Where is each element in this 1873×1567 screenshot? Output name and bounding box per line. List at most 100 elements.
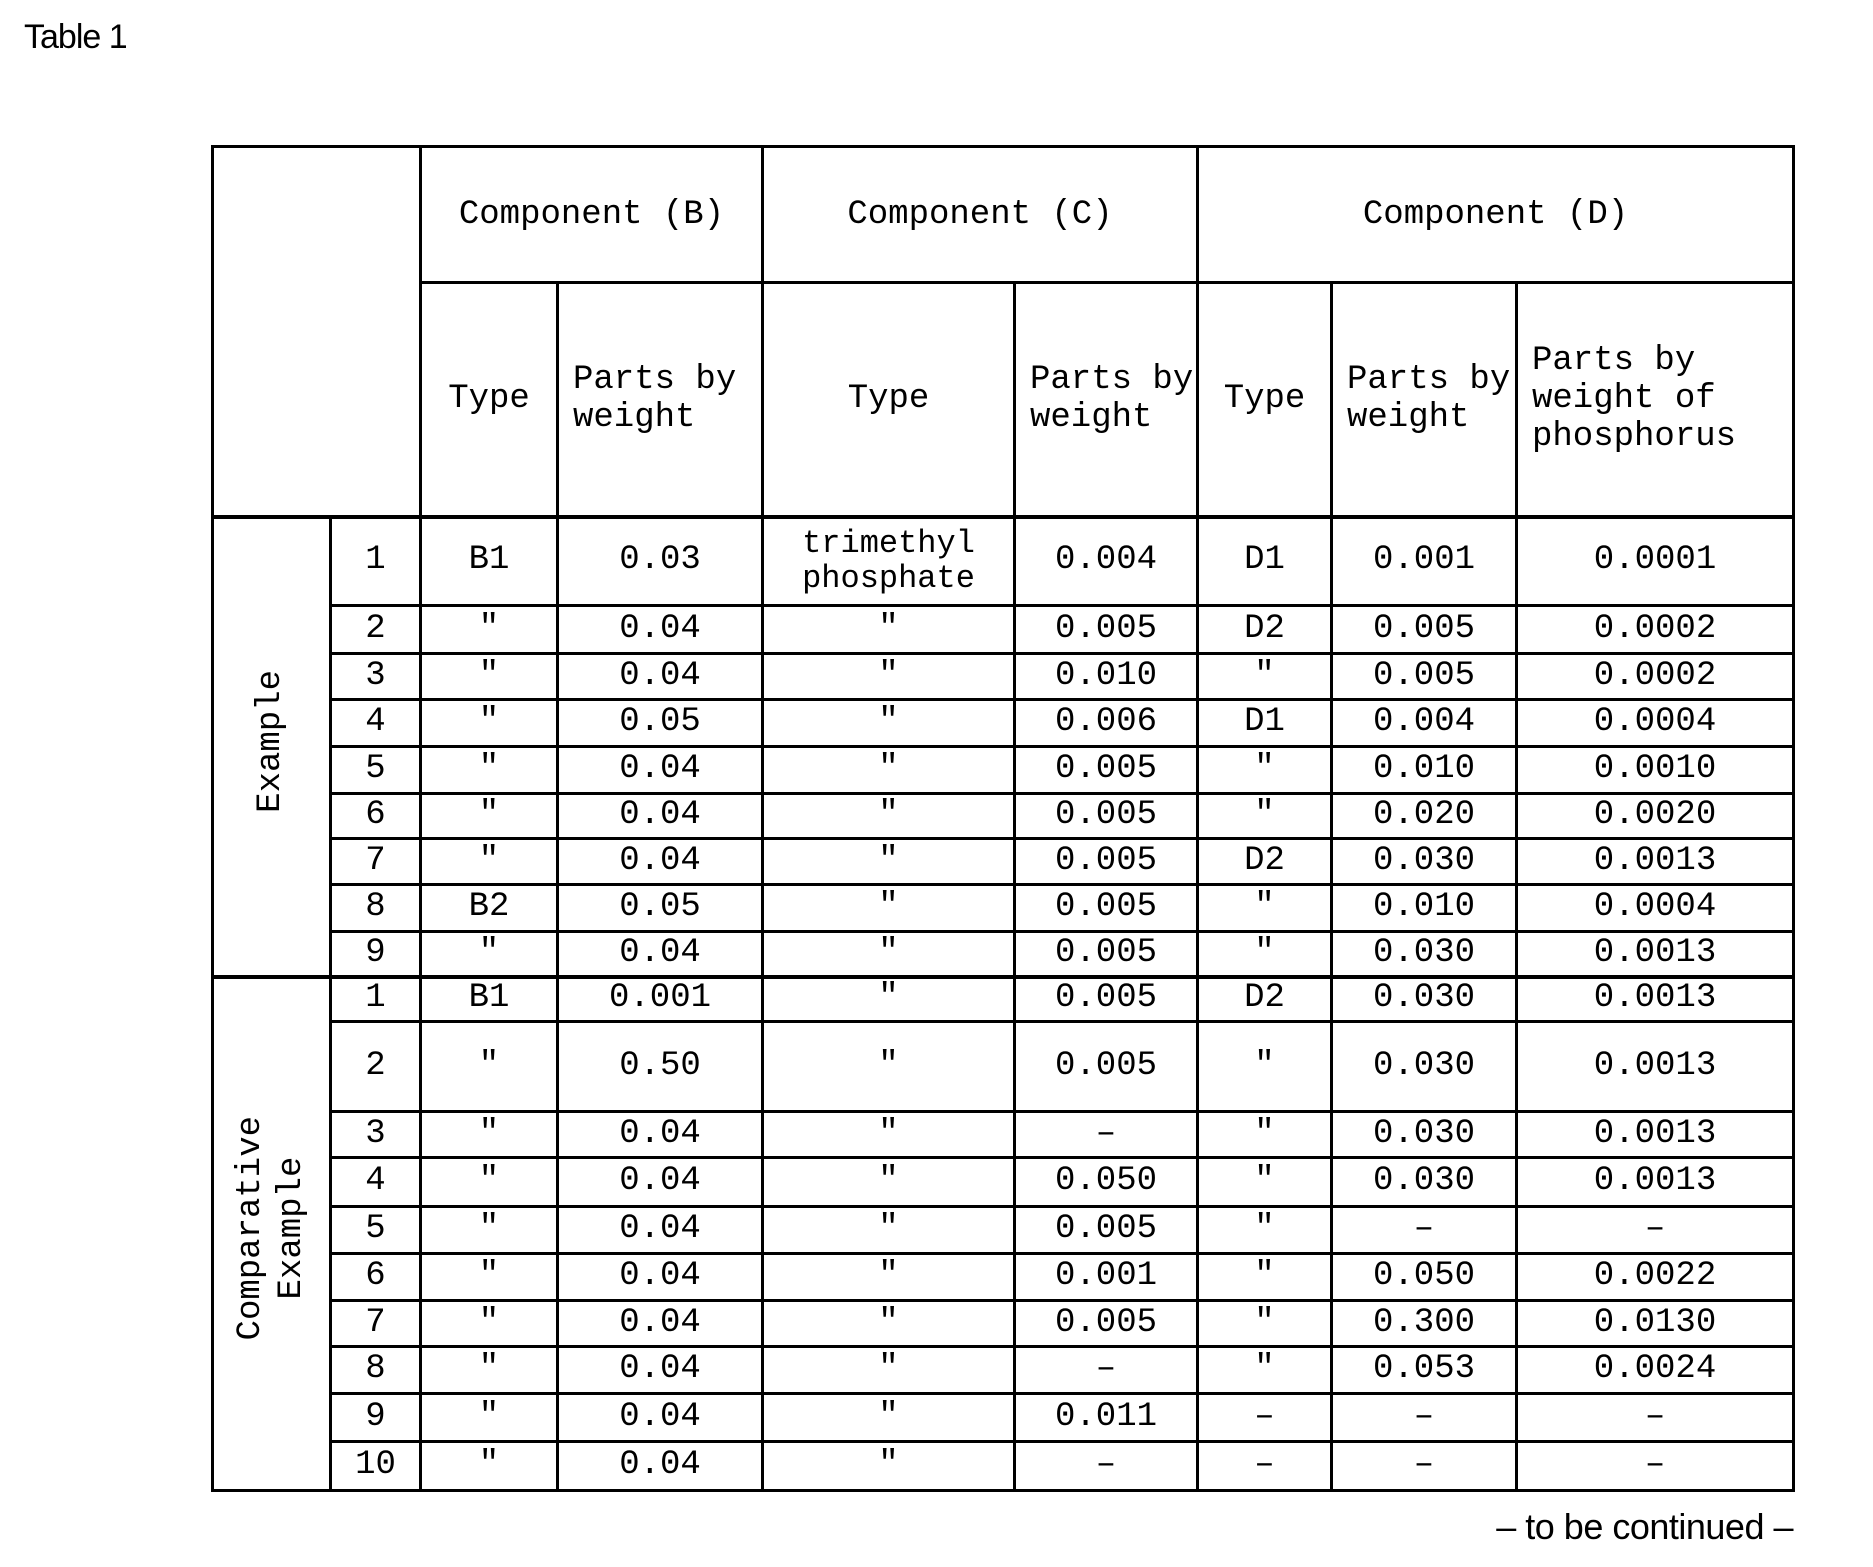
d-phosphorus-cell: – [1517, 1394, 1794, 1442]
d-parts-cell: 0.050 [1332, 1254, 1517, 1301]
b-type-cell: " [421, 1394, 558, 1442]
row-number-cell: 1 [331, 977, 421, 1022]
b-parts-cell: 0.04 [558, 1347, 763, 1394]
d-parts-cell: 0.010 [1332, 747, 1517, 794]
d-parts-cell: 0.010 [1332, 885, 1517, 932]
table-row: 3"0.04"–"0.0300.0013 [213, 1112, 1794, 1158]
b-type-cell: " [421, 1158, 558, 1207]
c-type-cell: " [763, 747, 1015, 794]
table-row: Example1B10.03trimethyl phosphate0.004D1… [213, 517, 1794, 606]
table-row: 6"0.04"0.001"0.0500.0022 [213, 1254, 1794, 1301]
c-type-cell: " [763, 1347, 1015, 1394]
c-parts-cell: – [1015, 1112, 1198, 1158]
table-row: 2"0.50"0.005"0.0300.0013 [213, 1022, 1794, 1112]
d-type-cell: " [1198, 932, 1332, 977]
b-parts-cell: 0.05 [558, 700, 763, 747]
c-type-cell: " [763, 977, 1015, 1022]
table-row: 5"0.04"0.005"0.0100.0010 [213, 747, 1794, 794]
c-parts-cell: – [1015, 1347, 1198, 1394]
b-type-cell: " [421, 1112, 558, 1158]
row-number-cell: 7 [331, 839, 421, 885]
b-parts-cell: 0.04 [558, 794, 763, 839]
d-phosphorus-cell: 0.0013 [1517, 839, 1794, 885]
data-table: Component (B) Component (C) Component (D… [211, 145, 1795, 1492]
row-number-cell: 6 [331, 794, 421, 839]
header-d-phosphorus: Parts by weight of phosphorus [1517, 283, 1794, 517]
row-number-cell: 9 [331, 1394, 421, 1442]
d-type-cell: " [1198, 1022, 1332, 1112]
c-parts-cell: 0.001 [1015, 1254, 1198, 1301]
row-number-cell: 8 [331, 885, 421, 932]
group-label: Comparative Example [231, 1116, 313, 1340]
table-row: 9"0.04"0.011––– [213, 1394, 1794, 1442]
c-type-cell: " [763, 1112, 1015, 1158]
row-number-cell: 10 [331, 1442, 421, 1491]
b-type-cell: " [421, 1207, 558, 1254]
d-type-cell: D1 [1198, 700, 1332, 747]
b-type-cell: B1 [421, 977, 558, 1022]
d-type-cell: " [1198, 1301, 1332, 1347]
header-component-c: Component (C) [763, 147, 1198, 283]
d-parts-cell: 0.005 [1332, 606, 1517, 654]
row-number-cell: 4 [331, 700, 421, 747]
c-parts-cell: 0.005 [1015, 1301, 1198, 1347]
row-number-cell: 1 [331, 517, 421, 606]
d-phosphorus-cell: 0.0010 [1517, 747, 1794, 794]
c-parts-cell: 0.005 [1015, 747, 1198, 794]
c-type-cell: " [763, 1207, 1015, 1254]
b-type-cell: " [421, 747, 558, 794]
table-row: 5"0.04"0.005"–– [213, 1207, 1794, 1254]
header-component-b: Component (B) [421, 147, 763, 283]
c-type-cell: " [763, 1022, 1015, 1112]
c-parts-cell: 0.005 [1015, 977, 1198, 1022]
table-row: 7"0.04"0.005D20.0300.0013 [213, 839, 1794, 885]
b-parts-cell: 0.04 [558, 606, 763, 654]
d-parts-cell: 0.030 [1332, 932, 1517, 977]
d-phosphorus-cell: – [1517, 1207, 1794, 1254]
header-d-parts: Parts by weight [1332, 283, 1517, 517]
row-number-cell: 5 [331, 1207, 421, 1254]
table-row: 7"0.04"0.005"0.3000.0130 [213, 1301, 1794, 1347]
table-row: 4"0.05"0.006D10.0040.0004 [213, 700, 1794, 747]
d-parts-cell: – [1332, 1207, 1517, 1254]
b-parts-cell: 0.50 [558, 1022, 763, 1112]
c-parts-cell: 0.011 [1015, 1394, 1198, 1442]
d-type-cell: D2 [1198, 977, 1332, 1022]
row-number-cell: 4 [331, 1158, 421, 1207]
d-parts-cell: 0.030 [1332, 1022, 1517, 1112]
d-phosphorus-cell: 0.0002 [1517, 654, 1794, 700]
table-row: 8"0.04"–"0.0530.0024 [213, 1347, 1794, 1394]
b-type-cell: B1 [421, 517, 558, 606]
d-parts-cell: 0.001 [1332, 517, 1517, 606]
c-parts-cell: 0.006 [1015, 700, 1198, 747]
d-phosphorus-cell: 0.0013 [1517, 932, 1794, 977]
c-type-cell: " [763, 1254, 1015, 1301]
d-phosphorus-cell: 0.0013 [1517, 1158, 1794, 1207]
header-corner [213, 147, 421, 517]
d-type-cell: – [1198, 1394, 1332, 1442]
c-parts-cell: 0.010 [1015, 654, 1198, 700]
table-row: 10"0.04"–––– [213, 1442, 1794, 1491]
b-type-cell: " [421, 1442, 558, 1491]
d-type-cell: " [1198, 794, 1332, 839]
row-number-cell: 2 [331, 606, 421, 654]
d-type-cell: D2 [1198, 839, 1332, 885]
d-parts-cell: 0.020 [1332, 794, 1517, 839]
row-number-cell: 9 [331, 932, 421, 977]
c-parts-cell: 0.005 [1015, 794, 1198, 839]
header-component-d: Component (D) [1198, 147, 1794, 283]
b-parts-cell: 0.001 [558, 977, 763, 1022]
c-parts-cell: – [1015, 1442, 1198, 1491]
b-type-cell: " [421, 1022, 558, 1112]
b-type-cell: " [421, 1347, 558, 1394]
table-row: 9"0.04"0.005"0.0300.0013 [213, 932, 1794, 977]
row-number-cell: 3 [331, 1112, 421, 1158]
table-row: 8B20.05"0.005"0.0100.0004 [213, 885, 1794, 932]
b-parts-cell: 0.04 [558, 932, 763, 977]
b-type-cell: " [421, 654, 558, 700]
d-parts-cell: 0.004 [1332, 700, 1517, 747]
table-row: 2"0.04"0.005D20.0050.0002 [213, 606, 1794, 654]
c-type-cell: " [763, 932, 1015, 977]
d-phosphorus-cell: 0.0022 [1517, 1254, 1794, 1301]
c-type-cell: " [763, 794, 1015, 839]
